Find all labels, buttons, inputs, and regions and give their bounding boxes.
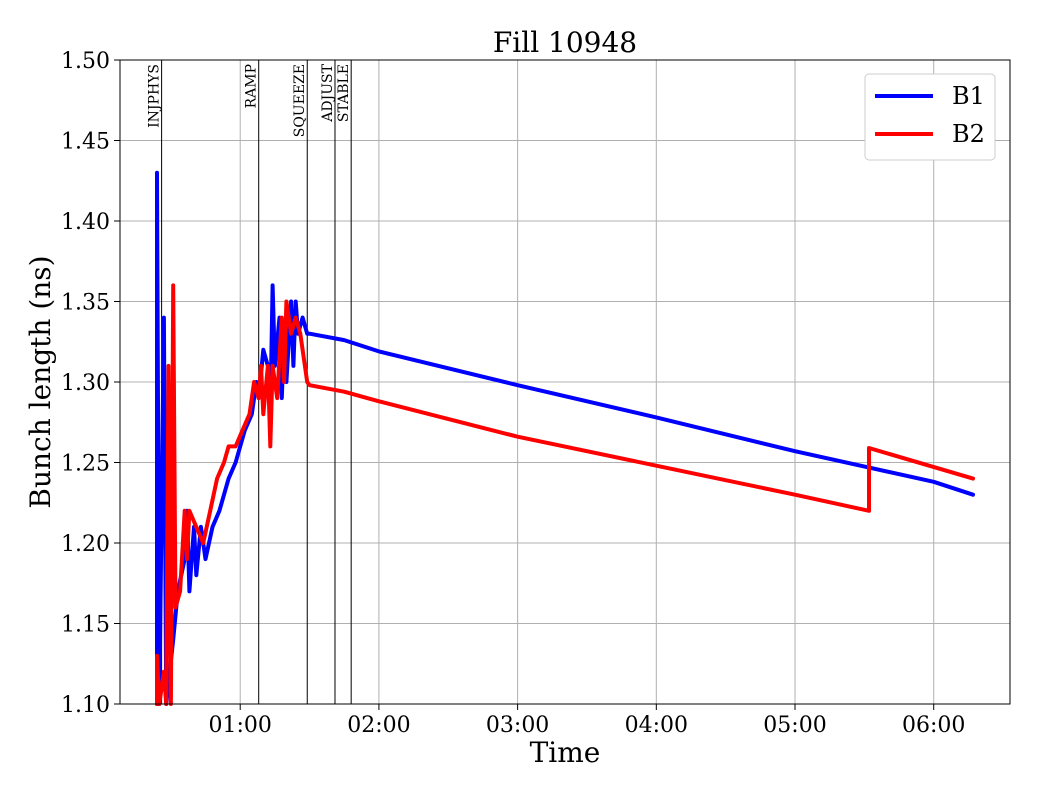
y-axis-title: Bunch length (ns) — [24, 255, 57, 508]
chart-title: Fill 10948 — [493, 26, 637, 59]
x-axis: 01:00 02:00 03:00 04:00 05:00 06:00 — [209, 704, 965, 738]
y-tick-label: 1.35 — [61, 291, 110, 316]
legend: B1 B2 — [864, 73, 996, 161]
y-axis: 1.10 1.15 1.20 1.25 1.30 1.35 1.40 1.45 1.50 — [61, 49, 120, 718]
x-tick-label: 04:00 — [625, 713, 688, 738]
series-layer — [155, 170, 975, 706]
phase-label-adjust: ADJUST — [320, 63, 336, 122]
y-tick-label: 1.50 — [61, 49, 110, 74]
phase-labels: INJPHYS RAMP SQUEEZE ADJUST STABLE — [147, 63, 353, 137]
phase-label-injphys: INJPHYS — [147, 64, 163, 128]
y-tick-label: 1.20 — [61, 532, 110, 557]
y-tick-label: 1.45 — [61, 130, 110, 155]
x-tick-label: 01:00 — [209, 713, 272, 738]
y-tick-label: 1.40 — [61, 210, 110, 235]
legend-label-b2: B2 — [952, 120, 985, 148]
x-tick-label: 02:00 — [347, 713, 410, 738]
y-tick-label: 1.30 — [61, 371, 110, 396]
x-axis-title: Time — [530, 736, 601, 769]
x-tick-label: 05:00 — [763, 713, 826, 738]
x-tick-label: 03:00 — [486, 713, 549, 738]
y-tick-label: 1.25 — [61, 452, 110, 477]
y-tick-label: 1.10 — [61, 693, 110, 718]
legend-label-b1: B1 — [952, 82, 985, 110]
series-line-b1 — [155, 170, 975, 706]
x-tick-label: 06:00 — [902, 713, 965, 738]
series-line-b2 — [155, 283, 975, 706]
phase-label-ramp: RAMP — [244, 64, 260, 108]
phase-label-squeeze: SQUEEZE — [292, 64, 308, 137]
y-tick-label: 1.15 — [61, 613, 110, 638]
phase-label-stable: STABLE — [336, 64, 352, 122]
